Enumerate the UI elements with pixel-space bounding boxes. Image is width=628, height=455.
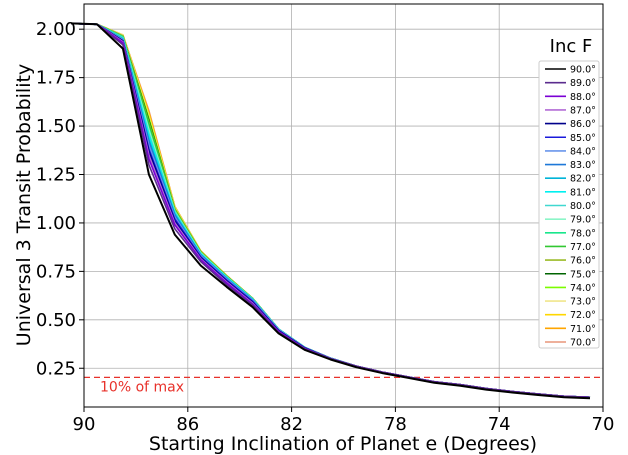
x-tick-label: 74 xyxy=(488,414,511,435)
legend-item: 80.0° xyxy=(545,201,596,212)
y-tick-label: 1.25 xyxy=(36,165,76,186)
legend-item: 82.0° xyxy=(545,174,596,185)
legend-item: 78.0° xyxy=(545,228,596,239)
legend-label: 75.0° xyxy=(570,269,596,280)
legend-frame xyxy=(538,60,600,349)
series-line xyxy=(70,22,591,400)
y-tick-label: 0.50 xyxy=(36,310,76,331)
legend-label: 79.0° xyxy=(570,215,596,226)
y-tick-label: 1.50 xyxy=(36,116,76,137)
legend-label: 73.0° xyxy=(570,297,596,308)
legend-label: 82.0° xyxy=(570,174,596,185)
legend-label: 89.0° xyxy=(570,78,596,89)
legend-label: 72.0° xyxy=(570,310,596,321)
y-tick-label: 0.75 xyxy=(36,261,76,282)
x-tick-label: 78 xyxy=(384,414,407,435)
plot-frame xyxy=(83,3,604,408)
x-tick-label: 86 xyxy=(176,414,199,435)
legend-label: 90.0° xyxy=(570,65,596,76)
legend-label: 81.0° xyxy=(570,187,596,198)
legend-label: 85.0° xyxy=(570,133,596,144)
legend-item: 72.0° xyxy=(545,310,596,321)
legend-label: 77.0° xyxy=(570,242,596,253)
legend-item: 70.0° xyxy=(545,338,596,349)
x-axis: 90 86 82 78 74 70 xyxy=(73,407,615,435)
legend-item: 73.0° xyxy=(545,297,596,308)
legend-item: 90.0° xyxy=(545,65,596,76)
legend-label: 74.0° xyxy=(570,283,596,294)
threshold-group: 10% of max xyxy=(84,376,603,395)
legend-item: 83.0° xyxy=(545,160,596,171)
legend-item: 71.0° xyxy=(545,324,596,335)
legend-items: 90.0° 89.0° 88.0° 87.0° 86.0° 85.0° 84.0° 83.0°… xyxy=(545,65,596,349)
legend-item: 77.0° xyxy=(545,242,596,253)
y-axis-label: Universal 3 Transit Probability xyxy=(13,64,35,346)
legend-item: 87.0° xyxy=(545,105,596,116)
legend-label: 88.0° xyxy=(570,92,596,103)
legend-label: 84.0° xyxy=(570,146,596,157)
y-tick-label: 1.00 xyxy=(36,213,76,234)
legend-label: 78.0° xyxy=(570,228,596,239)
series-group xyxy=(70,22,591,400)
grid xyxy=(83,4,604,407)
x-tick-label: 90 xyxy=(73,414,96,435)
legend-item: 81.0° xyxy=(545,187,596,198)
legend-label: 71.0° xyxy=(570,324,596,335)
threshold-label: 10% of max xyxy=(100,379,184,395)
legend-item: 79.0° xyxy=(545,215,596,226)
x-axis-label: Starting Inclination of Planet e (Degree… xyxy=(149,433,537,455)
legend: Inc F 90.0° 89.0° 88.0° 87.0° 86.0° 85.0° 84.0… xyxy=(538,36,600,349)
legend-label: 76.0° xyxy=(570,256,596,267)
legend-item: 85.0° xyxy=(545,133,596,144)
legend-label: 83.0° xyxy=(570,160,596,171)
legend-item: 86.0° xyxy=(545,119,596,130)
legend-label: 80.0° xyxy=(570,201,596,212)
y-axis: 0.25 0.50 0.75 1.00 1.25 1.50 1.75 2.00 xyxy=(36,19,84,379)
legend-label: 70.0° xyxy=(570,338,596,349)
x-tick-label: 82 xyxy=(280,414,303,435)
legend-item: 89.0° xyxy=(545,78,596,89)
legend-title: Inc F xyxy=(550,36,593,57)
legend-item: 84.0° xyxy=(545,146,596,157)
legend-item: 75.0° xyxy=(545,269,596,280)
legend-item: 88.0° xyxy=(545,92,596,103)
y-tick-label: 2.00 xyxy=(36,19,76,40)
x-tick-label: 70 xyxy=(592,414,615,435)
y-tick-label: 0.25 xyxy=(36,358,76,379)
legend-item: 74.0° xyxy=(545,283,596,294)
legend-label: 86.0° xyxy=(570,119,596,130)
legend-item: 76.0° xyxy=(545,256,596,267)
legend-label: 87.0° xyxy=(570,105,596,116)
y-tick-label: 1.75 xyxy=(36,68,76,89)
